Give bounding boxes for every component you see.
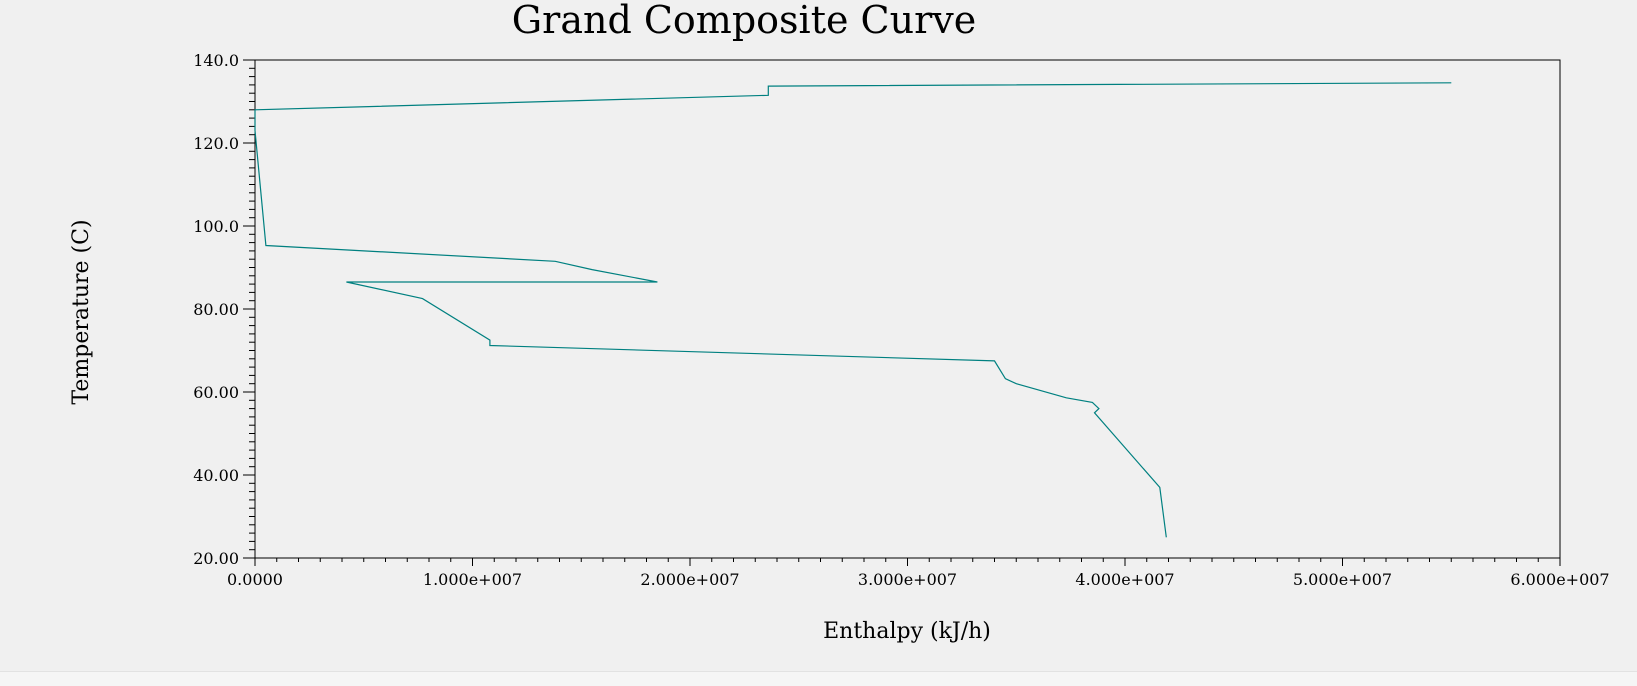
- x-tick-label: 2.000e+007: [640, 570, 739, 589]
- y-tick-label: 40.00: [193, 466, 239, 485]
- plot-area: [254, 59, 1561, 559]
- y-axis: 20.00 40.00 60.00 80.00 100.0 120.0 140.0: [193, 51, 255, 568]
- x-tick-label: 1.000e+007: [423, 570, 522, 589]
- y-tick-label: 120.0: [193, 134, 239, 153]
- y-tick-label: 80.00: [193, 300, 239, 319]
- gcc-series-line: [254, 82, 1452, 538]
- y-axis-label: Temperature (C): [69, 219, 94, 404]
- x-tick-label: 3.000e+007: [858, 570, 957, 589]
- chart-title: Grand Composite Curve: [512, 0, 976, 42]
- y-tick-label: 60.00: [193, 383, 239, 402]
- x-tick-label: 0.0000: [227, 570, 283, 589]
- x-axis: 0.0000 1.000e+007 2.000e+007 3.000e+007 4.00…: [227, 558, 1610, 589]
- x-axis-label: Enthalpy (kJ/h): [823, 619, 991, 644]
- series-layer: [254, 82, 1452, 538]
- y-tick-label: 20.00: [193, 549, 239, 568]
- bottom-status-strip: [0, 671, 1637, 686]
- x-tick-label: 5.000e+007: [1293, 570, 1392, 589]
- x-tick-label: 4.000e+007: [1075, 570, 1174, 589]
- x-tick-label: 6.000e+007: [1510, 570, 1609, 589]
- y-tick-label: 100.0: [193, 217, 239, 236]
- y-tick-label: 140.0: [193, 51, 239, 70]
